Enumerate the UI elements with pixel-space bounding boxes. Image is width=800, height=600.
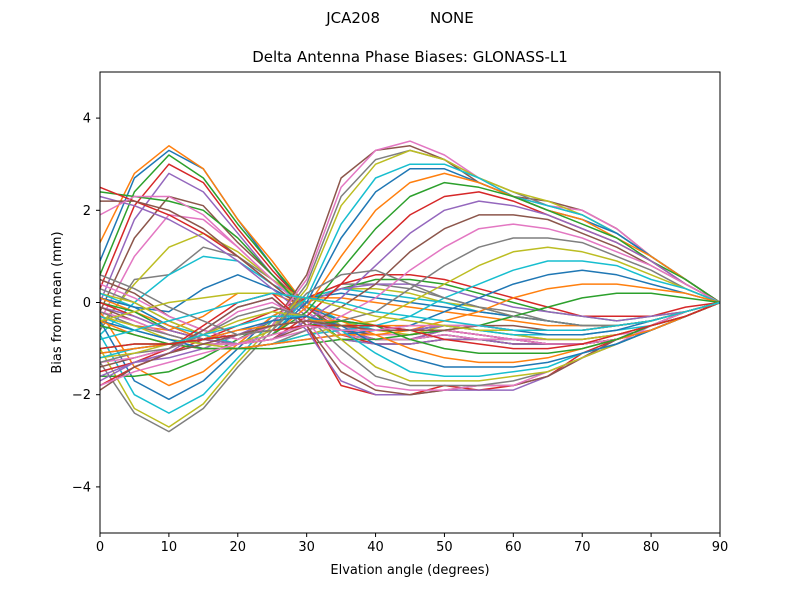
x-tick-label: 70 [574,540,591,555]
y-tick-label: 4 [83,112,91,127]
x-axis-label: Elvation angle (degrees) [330,563,489,578]
x-axis-ticks: 0 10 20 30 40 50 60 70 80 90 [96,533,728,555]
series-lines [99,140,721,433]
x-tick-label: 40 [367,540,384,555]
y-axis-label: Bias from mean (mm) [50,231,65,373]
x-tick-label: 0 [96,540,104,555]
station-name: JCA208 [326,9,381,27]
series-line-43 [99,292,721,350]
y-tick-label: 2 [83,204,91,219]
series-line-2 [99,145,721,341]
chart-title: Delta Antenna Phase Biases: GLONASS-L1 [252,48,568,66]
x-tick-label: 20 [230,540,247,555]
x-tick-label: 50 [436,540,453,555]
y-axis-ticks: −4 −2 0 2 4 [72,112,100,495]
y-tick-label: −2 [72,388,91,403]
series-line-60 [99,292,721,341]
x-tick-label: 30 [298,540,315,555]
y-tick-label: −4 [72,480,91,495]
y-tick-label: 0 [83,296,91,311]
figure-suptitle: JCA208 NONE [0,9,800,27]
x-tick-label: 90 [712,540,729,555]
x-tick-label: 10 [161,540,178,555]
series-line-5 [99,172,721,345]
x-tick-label: 80 [643,540,660,555]
radome-name: NONE [430,9,474,27]
series-line-16 [100,200,721,345]
x-tick-label: 60 [505,540,522,555]
series-line-32 [99,172,721,345]
series-line-26 [99,145,721,341]
